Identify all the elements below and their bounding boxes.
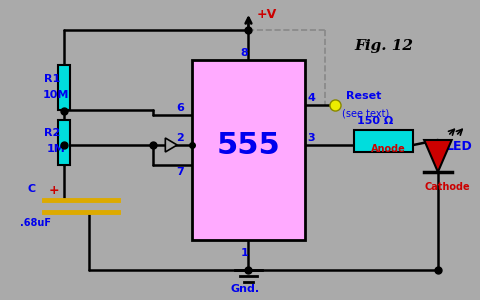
Text: .68uF: .68uF <box>20 218 51 228</box>
Bar <box>192 60 305 240</box>
Polygon shape <box>165 138 177 152</box>
Bar <box>58 120 70 165</box>
Text: 6: 6 <box>176 103 184 113</box>
Text: 2: 2 <box>176 133 184 143</box>
Text: +V: +V <box>256 8 276 21</box>
Text: 10M: 10M <box>42 89 69 100</box>
Bar <box>354 130 413 152</box>
Text: R1: R1 <box>44 74 60 83</box>
Text: 1: 1 <box>240 248 248 258</box>
Text: C: C <box>27 184 36 194</box>
Bar <box>58 65 70 110</box>
Text: R2: R2 <box>44 128 60 139</box>
Text: (see text): (see text) <box>342 109 390 119</box>
Text: +: + <box>49 184 60 196</box>
Text: 8: 8 <box>240 48 248 58</box>
Text: Anode: Anode <box>371 144 406 154</box>
Text: Reset: Reset <box>347 91 382 101</box>
Text: 7: 7 <box>176 167 184 177</box>
Text: Fig. 12: Fig. 12 <box>354 39 413 53</box>
Text: LED: LED <box>446 140 472 153</box>
Text: 150 Ω: 150 Ω <box>357 116 394 126</box>
Text: 555: 555 <box>216 130 280 160</box>
Text: 4: 4 <box>307 93 315 103</box>
Polygon shape <box>424 140 452 172</box>
Text: 1M: 1M <box>46 145 65 154</box>
Text: Cathode: Cathode <box>424 182 470 192</box>
Text: Gnd.: Gnd. <box>231 284 260 294</box>
Text: 3: 3 <box>307 133 315 143</box>
